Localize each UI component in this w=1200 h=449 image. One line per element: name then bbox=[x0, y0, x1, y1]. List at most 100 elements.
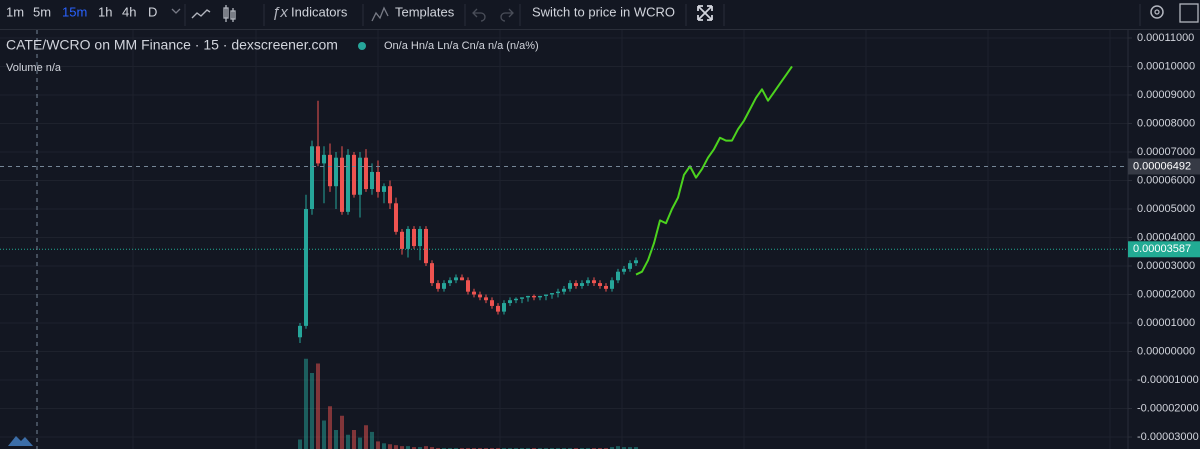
templates-icon[interactable] bbox=[371, 6, 389, 22]
candle-body bbox=[556, 291, 560, 294]
candle-body bbox=[562, 288, 566, 292]
volume-bar bbox=[346, 434, 350, 449]
candle-body bbox=[394, 203, 398, 232]
candle-body bbox=[412, 228, 416, 247]
indicators-button[interactable]: Indicators bbox=[291, 4, 348, 19]
volume-bar bbox=[298, 439, 302, 449]
candle-body bbox=[586, 280, 590, 284]
volume-legend: Volume n/a bbox=[6, 62, 62, 74]
price-axis-label: 0.00008000 bbox=[1137, 117, 1195, 129]
candle-body bbox=[502, 303, 506, 312]
price-axis bbox=[1128, 30, 1200, 449]
candle-body bbox=[526, 295, 530, 298]
candle-body bbox=[508, 300, 512, 304]
candle-body bbox=[460, 277, 464, 281]
price-axis-label: 0.00002000 bbox=[1137, 288, 1195, 300]
candle-body bbox=[436, 283, 440, 289]
volume-bar bbox=[334, 430, 338, 449]
volume-bar bbox=[394, 445, 398, 449]
interval-button[interactable]: 1m bbox=[6, 4, 24, 19]
volume-bar bbox=[412, 447, 416, 449]
volume-bar bbox=[634, 447, 638, 449]
candle-body bbox=[568, 283, 572, 289]
candle-body bbox=[310, 146, 314, 210]
price-axis-label: 0.00001000 bbox=[1137, 317, 1195, 329]
volume-bar bbox=[322, 420, 326, 449]
price-axis-label: 0.00000000 bbox=[1137, 345, 1195, 357]
candle-body bbox=[316, 146, 320, 164]
candle-body bbox=[592, 280, 596, 284]
candle-body bbox=[334, 157, 338, 187]
volume-bar bbox=[628, 447, 632, 449]
volume-bar bbox=[388, 444, 392, 449]
candle-body bbox=[580, 283, 584, 286]
indicators-icon[interactable]: ƒx bbox=[272, 4, 288, 21]
volume-bar bbox=[616, 446, 620, 449]
volume-bar bbox=[304, 358, 308, 449]
templates-button[interactable]: Templates bbox=[395, 4, 455, 19]
volume-bar bbox=[370, 431, 374, 449]
settings-icon-core bbox=[1154, 9, 1160, 15]
volume-bar bbox=[622, 447, 626, 449]
drawing-line bbox=[635, 65, 793, 276]
candle-body bbox=[322, 154, 326, 164]
interval-button[interactable]: 5m bbox=[33, 4, 51, 19]
candle-body bbox=[538, 295, 542, 298]
candle-body bbox=[328, 154, 332, 187]
volume-bar bbox=[364, 425, 368, 449]
undo-button[interactable] bbox=[472, 8, 486, 22]
candle-body bbox=[496, 305, 500, 312]
price-axis-label: 0.00005000 bbox=[1137, 203, 1195, 215]
volume-bar bbox=[358, 437, 362, 449]
last-price-tag bbox=[1128, 241, 1200, 258]
candle-body bbox=[466, 280, 470, 292]
interval-button[interactable]: D bbox=[148, 4, 157, 19]
interval-button[interactable]: 1h bbox=[98, 4, 112, 19]
candle-body bbox=[616, 271, 620, 281]
price-axis-label: 0.00010000 bbox=[1137, 60, 1195, 72]
volume-bar bbox=[316, 363, 320, 449]
candle-body bbox=[544, 294, 548, 296]
price-axis-label: -0.00001000 bbox=[1137, 374, 1199, 386]
volume-bar bbox=[376, 441, 380, 449]
candle-body bbox=[430, 263, 434, 284]
settings-button[interactable] bbox=[1150, 5, 1164, 19]
candle-body bbox=[604, 285, 608, 289]
ohlc-values: On/a Hn/a Ln/a Cn/a n/a (n/a%) bbox=[384, 40, 539, 52]
snapshot-button[interactable] bbox=[1179, 3, 1199, 23]
volume-bar bbox=[352, 430, 356, 449]
candle-body bbox=[382, 186, 386, 192]
candle-body bbox=[340, 157, 344, 212]
candle-body bbox=[520, 297, 524, 299]
last-price-label: 0.00003587 bbox=[1133, 243, 1191, 255]
volume-bar bbox=[400, 446, 404, 449]
switch-price-button[interactable]: Switch to price in WCRO bbox=[532, 4, 675, 19]
fullscreen-button[interactable] bbox=[697, 5, 713, 21]
line-chart-icon[interactable] bbox=[191, 9, 211, 19]
crosshair-price-tag bbox=[1128, 158, 1200, 175]
candle-body bbox=[484, 297, 488, 301]
candle-body bbox=[370, 171, 374, 190]
price-axis-label: 0.00007000 bbox=[1137, 146, 1195, 158]
candle-body bbox=[346, 154, 350, 212]
volume-bar bbox=[310, 373, 314, 449]
symbol-title: CATE/WCRO on MM Finance · 15 · dexscreen… bbox=[6, 37, 338, 53]
interval-button[interactable]: 4h bbox=[122, 4, 136, 19]
interval-button[interactable]: 15m bbox=[62, 4, 87, 19]
interval-dropdown[interactable] bbox=[171, 8, 181, 14]
volume-bar bbox=[382, 443, 386, 449]
status-dot bbox=[358, 42, 366, 50]
candle-body bbox=[454, 277, 458, 281]
price-axis-label: -0.00002000 bbox=[1137, 402, 1199, 414]
redo-button[interactable] bbox=[500, 8, 514, 22]
candle-chart-icon[interactable] bbox=[223, 5, 236, 22]
vertical-grid bbox=[132, 30, 1111, 449]
candle-body bbox=[598, 283, 602, 286]
candle-body bbox=[472, 291, 476, 295]
candle-body bbox=[448, 280, 452, 284]
candle-body bbox=[550, 293, 554, 295]
candle-body bbox=[634, 260, 638, 264]
candle-body bbox=[352, 154, 356, 195]
